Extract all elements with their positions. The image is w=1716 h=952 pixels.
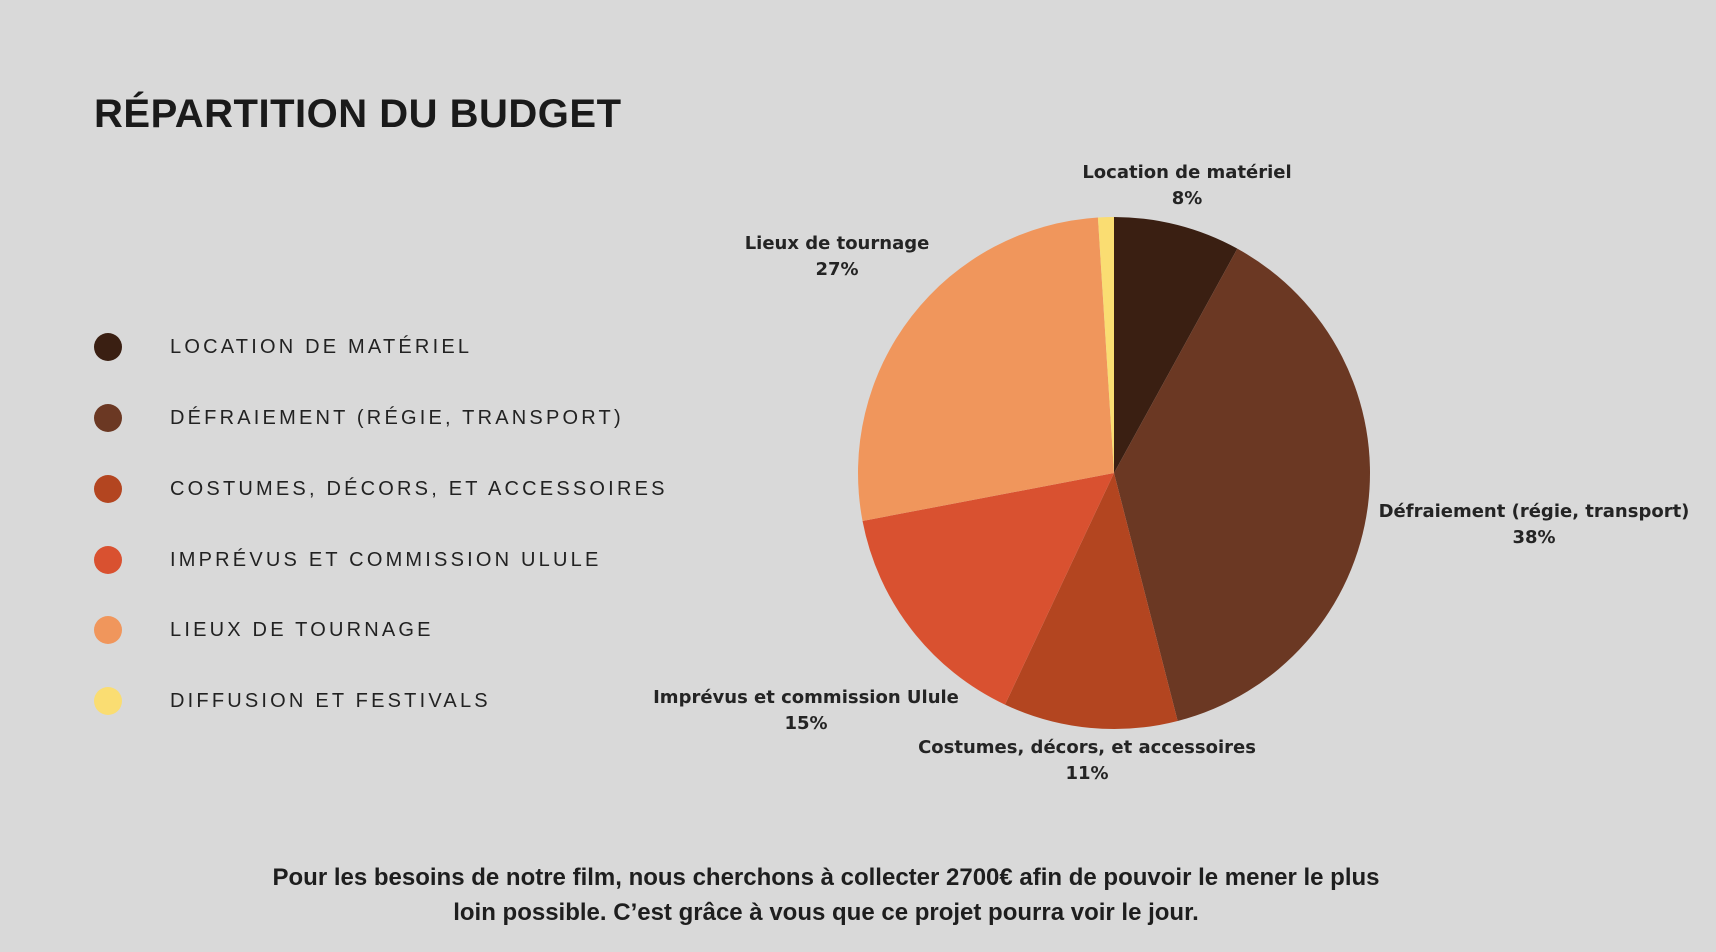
- legend-label: LIEUX DE TOURNAGE: [170, 618, 434, 641]
- legend-label: IMPRÉVUS ET COMMISSION ULULE: [170, 548, 602, 571]
- pie-slice: [862, 473, 1114, 705]
- legend-label: COSTUMES, DÉCORS, ET ACCESSOIRES: [170, 477, 668, 500]
- legend-item-defraiement: DÉFRAIEMENT (RÉGIE, TRANSPORT): [94, 403, 714, 433]
- legend-swatch-icon: [94, 687, 122, 715]
- pie-slice: [1097, 217, 1114, 473]
- legend-label: DIFFUSION ET FESTIVALS: [170, 689, 491, 712]
- pie-slice: [1114, 217, 1238, 473]
- legend-swatch-icon: [94, 333, 122, 361]
- legend-item-lieux: LIEUX DE TOURNAGE: [94, 615, 714, 645]
- legend-label: LOCATION DE MATÉRIEL: [170, 335, 473, 358]
- legend-label: DÉFRAIEMENT (RÉGIE, TRANSPORT): [170, 406, 624, 429]
- legend-item-diffusion: DIFFUSION ET FESTIVALS: [94, 686, 714, 716]
- pie-label-costumes: Costumes, décors, et accessoires 11%: [918, 737, 1256, 784]
- pie-label-imprevus: Imprévus et commission Ulule 15%: [653, 687, 959, 734]
- pie-slice: [858, 217, 1114, 521]
- pie-slice: [1114, 248, 1370, 721]
- legend-swatch-icon: [94, 404, 122, 432]
- footer-text: Pour les besoins de notre film, nous che…: [272, 864, 1380, 926]
- page-title: RÉPARTITION DU BUDGET: [94, 92, 622, 136]
- legend-item-costumes: COSTUMES, DÉCORS, ET ACCESSOIRES: [94, 474, 714, 504]
- legend-item-location: LOCATION DE MATÉRIEL: [94, 332, 714, 362]
- pie-slice: [1005, 473, 1178, 729]
- pie-slices: [858, 217, 1370, 729]
- pie-label-defraiement: Défraiement (régie, transport) 38%: [1378, 501, 1690, 548]
- pie-label-lieux: Lieux de tournage 27%: [744, 233, 930, 280]
- legend-swatch-icon: [94, 546, 122, 574]
- legend-swatch-icon: [94, 475, 122, 503]
- legend-item-imprevus: IMPRÉVUS ET COMMISSION ULULE: [94, 545, 714, 575]
- legend-swatch-icon: [94, 616, 122, 644]
- pie-label-location: Location de matériel 8%: [1082, 162, 1292, 209]
